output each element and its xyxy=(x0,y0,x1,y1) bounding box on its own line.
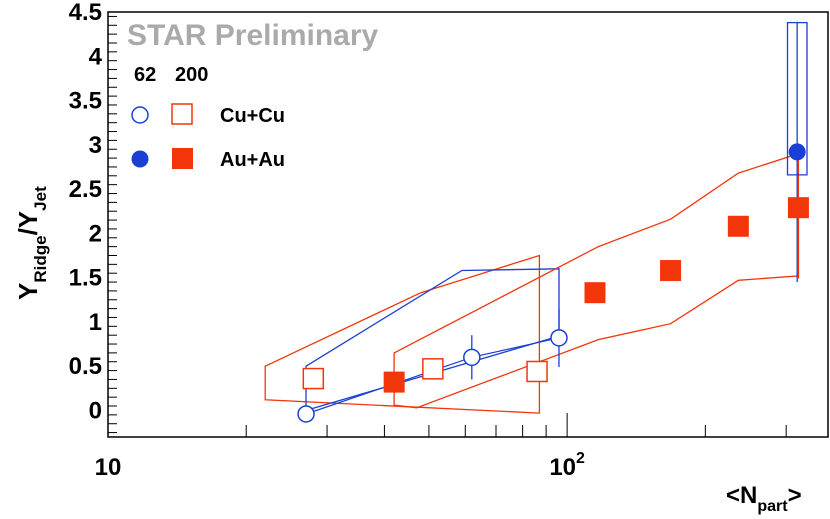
data-series xyxy=(297,21,809,423)
plot-frame-border xyxy=(107,11,829,438)
legend-marker-auau-62 xyxy=(131,150,149,168)
data-point xyxy=(727,215,749,237)
y-tick-label: 0 xyxy=(89,397,102,424)
legend-marker-auau-200 xyxy=(172,148,193,169)
x-tick-label-exponent: 2 xyxy=(576,450,585,467)
x-axis-label-base: <N xyxy=(726,482,757,509)
watermark-label: STAR Preliminary xyxy=(127,19,379,52)
x-axis-label: <Npart> xyxy=(726,482,802,515)
y-axis-label-ridge: Ridge xyxy=(31,235,50,282)
legend-label-auau: Au+Au xyxy=(220,149,285,171)
legend-label-cucu: Cu+Cu xyxy=(220,105,285,127)
y-tick-label: 4.5 xyxy=(69,0,102,26)
y-axis-label-y: Y xyxy=(13,283,43,300)
y-tick-label: 2 xyxy=(89,220,102,247)
legend-marker-cucu-200 xyxy=(171,103,193,125)
x-axis-label-end: > xyxy=(788,482,802,509)
systematic-band xyxy=(305,268,560,412)
data-point xyxy=(297,405,315,423)
legend-header-200: 200 xyxy=(175,64,208,86)
systematic-bands xyxy=(264,21,808,414)
data-point xyxy=(383,371,405,393)
data-point xyxy=(526,360,548,383)
systematic-box xyxy=(786,21,808,176)
data-point xyxy=(463,348,481,367)
data-point xyxy=(787,197,809,219)
data-point xyxy=(584,282,606,304)
y-tick-label: 3 xyxy=(89,132,102,159)
series-cu-cu-200 xyxy=(302,358,548,390)
x-tick-label: 10 xyxy=(95,454,122,481)
series-au-au-200 xyxy=(383,197,809,393)
plot-frame xyxy=(107,11,829,438)
data-point xyxy=(302,367,325,390)
y-tick-label: 2.5 xyxy=(69,176,102,203)
y-tick-label: 3.5 xyxy=(69,88,102,115)
systematic-band xyxy=(393,152,800,409)
series-cu-cu-62 xyxy=(297,308,568,423)
x-axis-label-sub: part xyxy=(757,498,788,515)
series-au-au-62 xyxy=(788,21,806,283)
y-axis-label-jet: Jet xyxy=(31,186,50,211)
legend-marker-cucu-62 xyxy=(131,106,149,124)
y-axis-label-slash: /Y xyxy=(13,211,43,236)
axes: 0 0.5 1 1.5 2 2.5 3 3.5 4 4.5 10 102 xyxy=(69,0,787,481)
y-tick-label: 1 xyxy=(89,309,102,336)
y-tick-label: 0.5 xyxy=(69,353,102,380)
x-tick-label: 102 xyxy=(549,450,585,481)
data-point xyxy=(788,143,806,161)
systematic-band xyxy=(264,254,541,414)
data-point xyxy=(422,358,444,380)
legend: 62 200 Cu+Cu Au+Au xyxy=(131,64,285,171)
y-axis-label: YRidge/YJet xyxy=(13,186,50,300)
legend-header-62: 62 xyxy=(134,64,156,86)
y-tick-label: 4 xyxy=(89,43,103,70)
data-point xyxy=(660,260,682,282)
data-point xyxy=(550,329,568,347)
y-tick-label: 1.5 xyxy=(69,265,102,292)
